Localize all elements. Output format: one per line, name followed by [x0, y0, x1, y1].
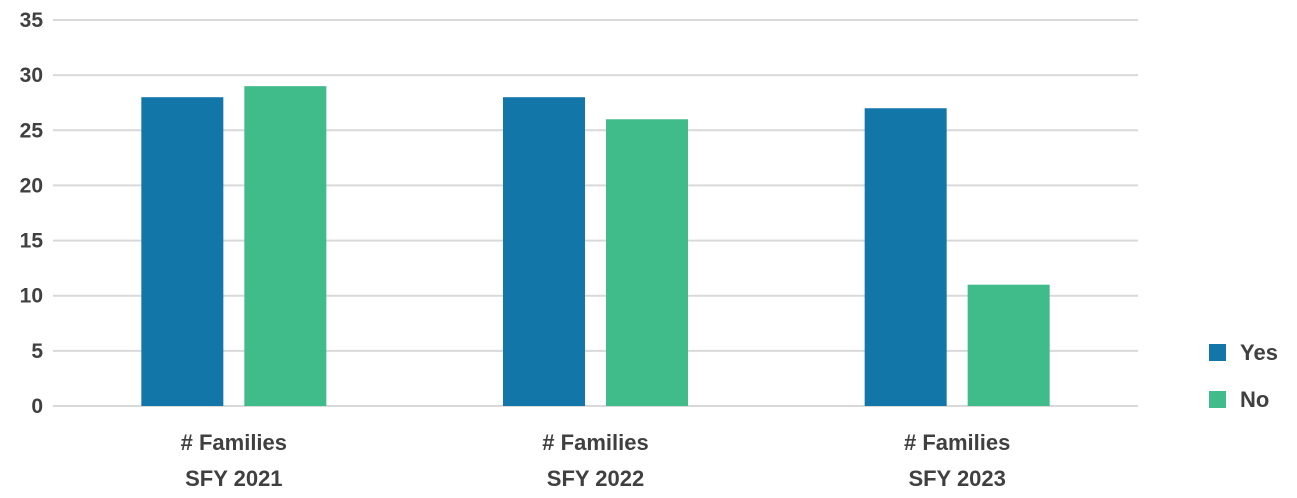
x-category-label: # Families [181, 430, 287, 455]
y-tick-label: 15 [20, 230, 44, 253]
x-category-label: # Families [542, 430, 648, 455]
legend: Yes No [1209, 340, 1278, 412]
y-tick-label: 0 [31, 395, 43, 418]
bar-no-3 [967, 284, 1050, 406]
y-tick-label: 35 [20, 9, 44, 32]
legend-swatch-yes [1209, 344, 1226, 361]
x-category-label: # Families [904, 430, 1010, 455]
y-tick-label: 25 [20, 119, 44, 142]
bars [141, 86, 1050, 407]
bar-yes-1 [141, 97, 224, 406]
y-tick-label: 10 [20, 285, 43, 308]
x-category-label: SFY 2022 [547, 466, 644, 491]
x-axis-categories: # Families SFY 2021 # Families SFY 2022 # Fa… [181, 430, 1011, 491]
x-category-label: SFY 2023 [908, 466, 1005, 491]
bar-no-2 [606, 119, 688, 406]
y-tick-label: 30 [20, 64, 43, 87]
legend-swatch-no [1209, 391, 1226, 408]
bar-yes-3 [864, 108, 947, 406]
legend-label-no: No [1240, 387, 1269, 412]
y-tick-label: 20 [20, 174, 43, 197]
y-axis-ticks: 0 5 10 15 20 25 30 35 [20, 9, 44, 418]
bar-no-1 [244, 86, 327, 407]
x-category-label: SFY 2021 [185, 466, 282, 491]
y-tick-label: 5 [31, 340, 43, 363]
legend-label-yes: Yes [1240, 340, 1278, 365]
gridlines [53, 19, 1138, 407]
bar-yes-2 [503, 97, 585, 406]
